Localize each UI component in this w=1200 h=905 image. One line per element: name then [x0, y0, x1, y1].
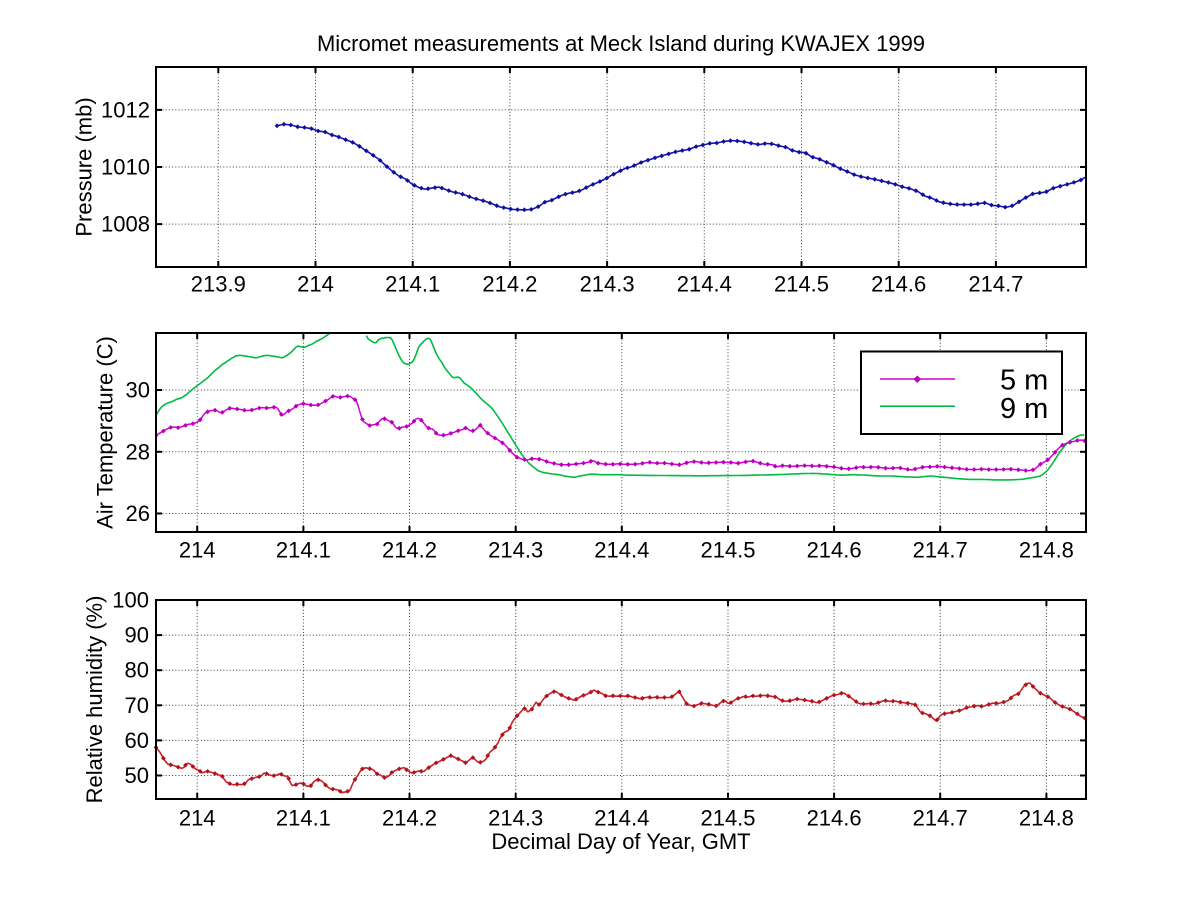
svg-text:214.4: 214.4 — [594, 806, 649, 831]
svg-text:214.1: 214.1 — [276, 538, 331, 563]
svg-text:214.2: 214.2 — [382, 538, 437, 563]
svg-text:214.3: 214.3 — [488, 538, 543, 563]
svg-text:214.6: 214.6 — [807, 806, 862, 831]
svg-text:214: 214 — [297, 272, 334, 297]
svg-text:60: 60 — [125, 728, 149, 753]
svg-text:214.7: 214.7 — [968, 272, 1023, 297]
svg-text:214.1: 214.1 — [276, 806, 331, 831]
svg-text:1008: 1008 — [101, 212, 150, 237]
svg-text:Relative humidity (%): Relative humidity (%) — [82, 596, 107, 804]
svg-text:214.2: 214.2 — [482, 272, 537, 297]
svg-text:Air Temperature (C): Air Temperature (C) — [93, 336, 118, 529]
svg-text:214.7: 214.7 — [913, 538, 968, 563]
svg-text:90: 90 — [125, 623, 149, 648]
svg-text:50: 50 — [125, 763, 149, 788]
svg-text:80: 80 — [125, 658, 149, 683]
svg-text:5 m: 5 m — [1000, 365, 1048, 397]
svg-text:28: 28 — [126, 439, 150, 464]
svg-text:Micromet measurements at Meck: Micromet measurements at Meck Island dur… — [317, 31, 925, 56]
svg-text:214.5: 214.5 — [774, 272, 829, 297]
svg-text:213.9: 213.9 — [191, 272, 246, 297]
svg-text:26: 26 — [126, 501, 150, 526]
svg-text:9 m: 9 m — [1000, 393, 1048, 425]
svg-text:Decimal Day of Year, GMT: Decimal Day of Year, GMT — [491, 829, 750, 854]
svg-text:214.5: 214.5 — [700, 538, 755, 563]
svg-text:214: 214 — [179, 538, 216, 563]
svg-text:214: 214 — [179, 806, 216, 831]
svg-text:214.3: 214.3 — [580, 272, 635, 297]
svg-text:214.7: 214.7 — [913, 806, 968, 831]
svg-text:214.3: 214.3 — [488, 806, 543, 831]
svg-text:214.8: 214.8 — [1019, 538, 1074, 563]
svg-text:214.4: 214.4 — [594, 538, 649, 563]
svg-text:Pressure (mb): Pressure (mb) — [72, 97, 97, 236]
svg-text:214.1: 214.1 — [385, 272, 440, 297]
svg-text:214.6: 214.6 — [871, 272, 926, 297]
svg-text:214.2: 214.2 — [382, 806, 437, 831]
svg-text:70: 70 — [125, 693, 149, 718]
svg-text:100: 100 — [112, 588, 149, 613]
svg-text:1010: 1010 — [101, 155, 150, 180]
svg-text:214.8: 214.8 — [1019, 806, 1074, 831]
svg-text:1012: 1012 — [101, 97, 150, 122]
svg-text:214.4: 214.4 — [677, 272, 732, 297]
svg-text:30: 30 — [126, 378, 150, 403]
svg-text:214.6: 214.6 — [807, 538, 862, 563]
svg-text:214.5: 214.5 — [700, 806, 755, 831]
